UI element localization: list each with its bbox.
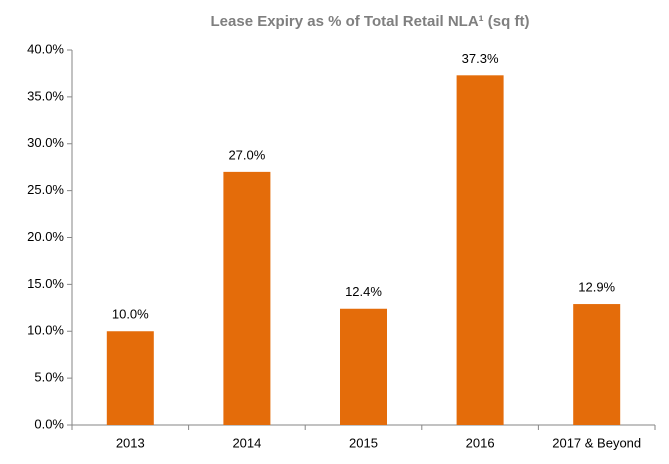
y-tick-label: 5.0% — [34, 370, 64, 385]
bar — [106, 331, 154, 425]
bar — [340, 308, 387, 425]
y-tick-label: 25.0% — [27, 182, 64, 197]
data-label: 27.0% — [228, 147, 265, 162]
x-tick-label: 2017 & Beyond — [552, 435, 641, 450]
bar — [456, 75, 504, 425]
x-tick-label: 2015 — [349, 435, 378, 450]
bar — [573, 304, 621, 425]
y-tick-label: 30.0% — [27, 135, 64, 150]
y-tick-label: 15.0% — [27, 276, 64, 291]
y-tick-label: 35.0% — [27, 88, 64, 103]
data-label: 10.0% — [112, 307, 149, 322]
data-label: 37.3% — [462, 51, 499, 66]
bar — [223, 171, 271, 425]
data-label: 12.9% — [578, 280, 615, 295]
x-tick-label: 2013 — [116, 435, 145, 450]
chart-title: Lease Expiry as % of Total Retail NLA¹ (… — [211, 13, 530, 30]
y-tick-label: 10.0% — [27, 323, 64, 338]
x-tick-label: 2014 — [232, 435, 261, 450]
y-tick-label: 0.0% — [34, 416, 64, 431]
data-label: 12.4% — [345, 284, 382, 299]
y-tick-label: 20.0% — [27, 229, 64, 244]
y-tick-label: 40.0% — [27, 41, 64, 56]
x-tick-label: 2016 — [466, 435, 495, 450]
